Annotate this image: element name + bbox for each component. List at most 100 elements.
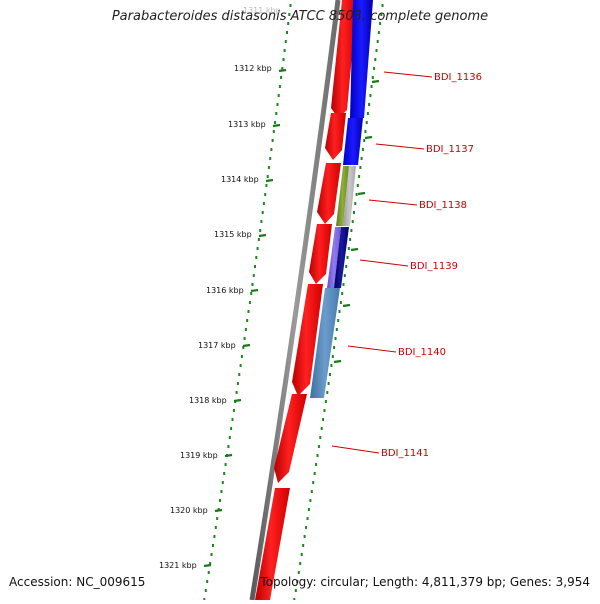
reverse-strand bbox=[310, 0, 373, 398]
tick-dot bbox=[254, 265, 256, 268]
gene-forward bbox=[255, 488, 290, 600]
tick-dot bbox=[250, 292, 253, 295]
tick-dot bbox=[299, 562, 302, 565]
genome-title: Parabacteroides distasonis ATCC 8503, co… bbox=[111, 9, 489, 24]
tick-dot bbox=[281, 67, 284, 70]
tick-dot bbox=[322, 418, 325, 421]
tick-dot bbox=[294, 589, 297, 592]
tick-label: 1314 kbp bbox=[221, 175, 259, 184]
tick-dot bbox=[329, 373, 331, 376]
tick-dot bbox=[288, 13, 291, 16]
tick-dot bbox=[231, 418, 234, 421]
tick-dot bbox=[269, 157, 272, 160]
tick-dot bbox=[350, 229, 353, 232]
gene-label: BDI_1137 bbox=[426, 144, 474, 155]
tick-dot bbox=[356, 184, 359, 187]
tick-dot bbox=[264, 193, 267, 196]
tick-dot bbox=[213, 535, 216, 538]
tick-dot bbox=[313, 472, 316, 475]
gene-label: BDI_1138 bbox=[419, 200, 467, 211]
tick-dot bbox=[223, 472, 226, 475]
tick-label: 1320 kbp bbox=[170, 506, 208, 515]
tick-dot bbox=[354, 202, 357, 205]
tick-dot bbox=[319, 436, 322, 439]
tick-dot bbox=[363, 139, 366, 142]
gene-bdi-1140 bbox=[310, 288, 340, 398]
tick-dot bbox=[257, 238, 260, 241]
gene-bdi-1139-b bbox=[334, 227, 349, 288]
tick-dot bbox=[232, 409, 235, 412]
tick-dot bbox=[284, 40, 287, 43]
tick-dot bbox=[228, 436, 231, 439]
tick-dot bbox=[297, 571, 300, 574]
tick-dot bbox=[361, 148, 364, 151]
tick-dot bbox=[355, 193, 358, 196]
tick-dot bbox=[272, 130, 275, 133]
tick-dot bbox=[358, 175, 361, 178]
tick-dot bbox=[210, 553, 213, 556]
tick-dot bbox=[375, 49, 378, 52]
tick-dot bbox=[262, 202, 265, 205]
tick-dot bbox=[276, 103, 279, 106]
tick-dot bbox=[206, 580, 209, 583]
tick-dot bbox=[209, 562, 212, 565]
gene-label: BDI_1139 bbox=[410, 261, 458, 272]
tick-dot bbox=[353, 211, 355, 214]
tick-dot bbox=[326, 391, 329, 394]
accession-text: Accession: NC_009615 bbox=[9, 575, 146, 589]
tick-dot bbox=[320, 427, 323, 430]
tick-dot bbox=[381, 4, 384, 7]
tick-dot bbox=[303, 535, 306, 538]
tick-dot bbox=[275, 112, 278, 115]
tick-dot bbox=[379, 22, 382, 25]
tick-dot bbox=[230, 427, 233, 430]
gene-bdi-1136 bbox=[350, 0, 373, 118]
tick-dot bbox=[289, 4, 292, 7]
tick-dot bbox=[339, 301, 342, 304]
tick-dot bbox=[259, 229, 262, 232]
tick-dot bbox=[252, 274, 255, 277]
tick-dot bbox=[302, 544, 305, 547]
tick-dot bbox=[221, 481, 224, 484]
tick-dot bbox=[364, 130, 367, 133]
tick-dot bbox=[331, 355, 334, 358]
tick-dot bbox=[219, 499, 221, 502]
gene-label: BDI_1141 bbox=[381, 448, 429, 459]
tick-dot bbox=[277, 94, 280, 97]
tick-dots-right bbox=[293, 4, 384, 601]
tick-dot bbox=[341, 292, 344, 295]
tick-dot bbox=[286, 31, 288, 34]
tick-dot bbox=[333, 346, 336, 349]
tick-dot bbox=[315, 463, 318, 466]
tick-dot bbox=[337, 319, 340, 322]
gene-label-leaders bbox=[331, 71, 433, 454]
tick-dot bbox=[214, 526, 217, 529]
gene-bdi-1138-a bbox=[336, 166, 349, 226]
tick-label: 1315 kbp bbox=[214, 230, 252, 239]
tick-dot bbox=[377, 31, 380, 34]
tick-dot bbox=[327, 382, 330, 385]
tick-dot bbox=[287, 22, 290, 25]
tick-dot bbox=[256, 247, 259, 250]
tick-dot bbox=[248, 301, 251, 304]
tick-label: 1312 kbp bbox=[234, 64, 272, 73]
gene-forward bbox=[309, 224, 332, 284]
tick-dot bbox=[374, 58, 377, 61]
tick-dot bbox=[207, 571, 210, 574]
gene-bdi-1139-a bbox=[327, 227, 341, 288]
tick-dot bbox=[296, 580, 299, 583]
gene-forward bbox=[274, 394, 307, 483]
tick-dot bbox=[306, 517, 309, 520]
tick-dot bbox=[274, 121, 277, 124]
tick-dot bbox=[312, 481, 315, 484]
tick-dot bbox=[343, 274, 346, 277]
genome-summary-text: Topology: circular; Length: 4,811,379 bp… bbox=[260, 575, 590, 589]
tick-dot bbox=[368, 103, 371, 106]
tick-dot bbox=[335, 328, 338, 331]
tick-dot bbox=[282, 58, 285, 61]
forward-strand bbox=[255, 0, 357, 600]
tick-dot bbox=[216, 517, 219, 520]
tick-dot bbox=[300, 553, 303, 556]
